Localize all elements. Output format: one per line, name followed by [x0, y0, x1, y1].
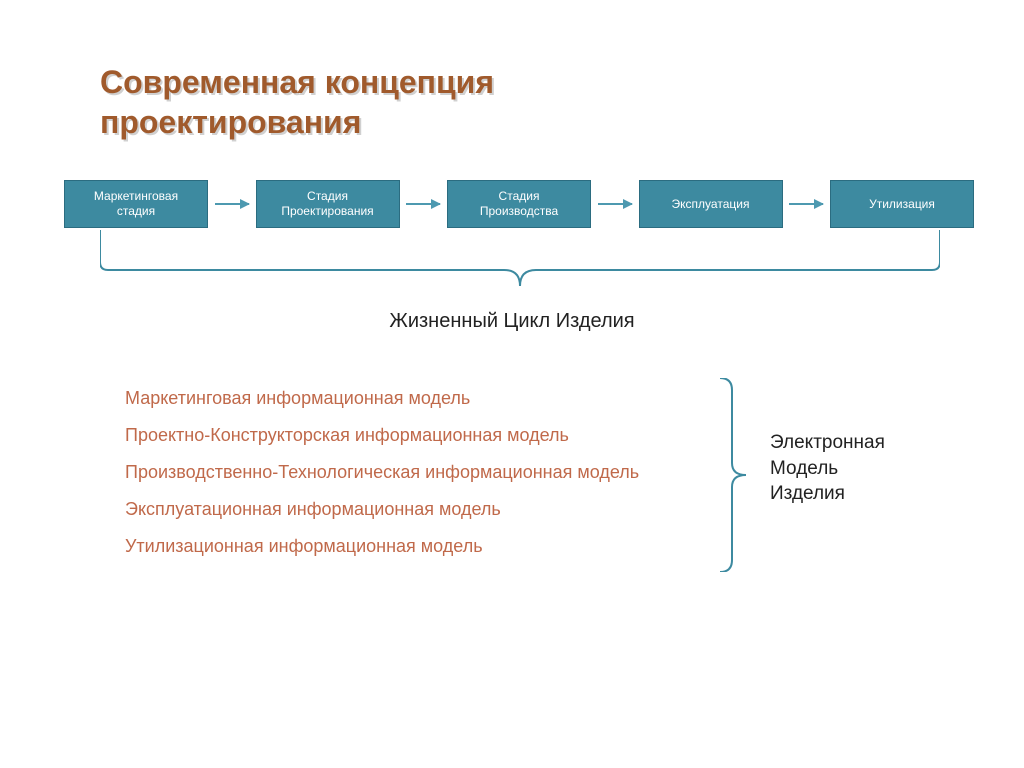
lifecycle-brace-icon — [100, 230, 940, 300]
stage-box-3: Эксплуатация — [639, 180, 783, 228]
arrow-icon — [598, 203, 632, 205]
lifecycle-label: Жизненный Цикл Изделия — [0, 310, 1024, 333]
arrow-icon — [789, 203, 823, 205]
stage-box-1: СтадияПроектирования — [256, 180, 400, 228]
electronic-model-text: ЭлектроннаяМодельИзделия — [770, 432, 885, 504]
stage-label: СтадияПроизводства — [480, 189, 558, 219]
right-brace-icon — [720, 378, 750, 572]
stage-box-4: Утилизация — [830, 180, 974, 228]
title-line-2: проектирования — [100, 102, 494, 142]
slide-title: Современная концепция проектирования — [100, 62, 494, 142]
model-item: Производственно-Технологическая информац… — [125, 454, 639, 491]
stage-label: Маркетинговаястадия — [94, 189, 178, 219]
lifecycle-flow: Маркетинговаястадия СтадияПроектирования… — [64, 180, 974, 228]
title-line-1: Современная концепция — [100, 62, 494, 102]
stage-label: Эксплуатация — [672, 197, 750, 212]
model-item: Эксплуатационная информационная модель — [125, 491, 639, 528]
models-list: Маркетинговая информационная модель Прое… — [125, 380, 639, 564]
stage-box-2: СтадияПроизводства — [447, 180, 591, 228]
electronic-model-label: ЭлектроннаяМодельИзделия — [770, 430, 885, 507]
stage-label: Утилизация — [869, 197, 935, 212]
stage-label: СтадияПроектирования — [281, 189, 373, 219]
model-item: Проектно-Конструкторская информационная … — [125, 417, 639, 454]
arrow-icon — [215, 203, 249, 205]
model-item: Утилизационная информационная модель — [125, 528, 639, 565]
stage-box-0: Маркетинговаястадия — [64, 180, 208, 228]
model-item: Маркетинговая информационная модель — [125, 380, 639, 417]
arrow-icon — [406, 203, 440, 205]
